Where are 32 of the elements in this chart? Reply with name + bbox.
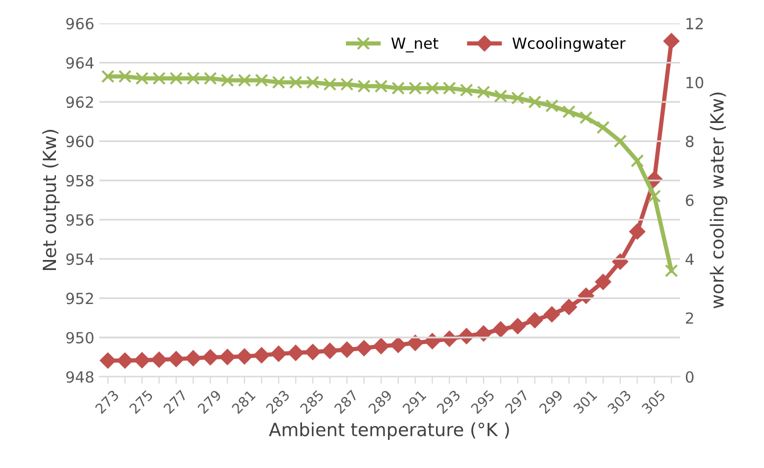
y-tick-label: 954	[66, 253, 94, 265]
y2-axis-title: work cooling water (Kw)	[710, 92, 728, 308]
x-tick-label: 293	[436, 390, 461, 414]
legend-label: Wcoolingwater	[512, 37, 626, 52]
x-tick-label: 283	[265, 390, 290, 414]
legend-label: W_net	[391, 38, 438, 52]
x-tick-label: 281	[231, 390, 256, 414]
y-tick-label: 964	[66, 57, 94, 69]
y2-tick-label: 6	[686, 194, 694, 206]
x-tick-label: 303	[606, 390, 632, 414]
y-tick-label: 952	[66, 292, 93, 304]
y-axis-title: Net output (Kw)	[42, 130, 60, 270]
y-tick-label: 966	[66, 18, 94, 30]
y2-tick-label: 0	[686, 371, 694, 383]
x-tick-label: 299	[538, 389, 564, 414]
y-tick-label: 956	[66, 214, 94, 226]
y-tick-label: 960	[66, 136, 94, 148]
y-tick-label: 958	[66, 174, 94, 186]
y2-tick-label: 2	[686, 312, 694, 324]
y-tick-label: 950	[66, 332, 94, 344]
x-tick-label: 279	[197, 389, 222, 414]
x-tick-label: 301	[572, 390, 598, 414]
x-tick-label: 273	[94, 390, 120, 414]
y2-tick-label: 12	[686, 18, 703, 30]
y2-tick-label: 10	[686, 76, 704, 88]
y-tick-label: 962	[66, 96, 93, 108]
x-axis-title: Ambient temperature (°K )	[268, 422, 509, 440]
y2-tick-label: 4	[686, 254, 694, 265]
y2-tick-label: 8	[686, 136, 694, 148]
x-tick-label: 289	[368, 389, 393, 414]
y-tick-label: 948	[66, 371, 94, 383]
x-tick-label: 291	[402, 390, 427, 414]
